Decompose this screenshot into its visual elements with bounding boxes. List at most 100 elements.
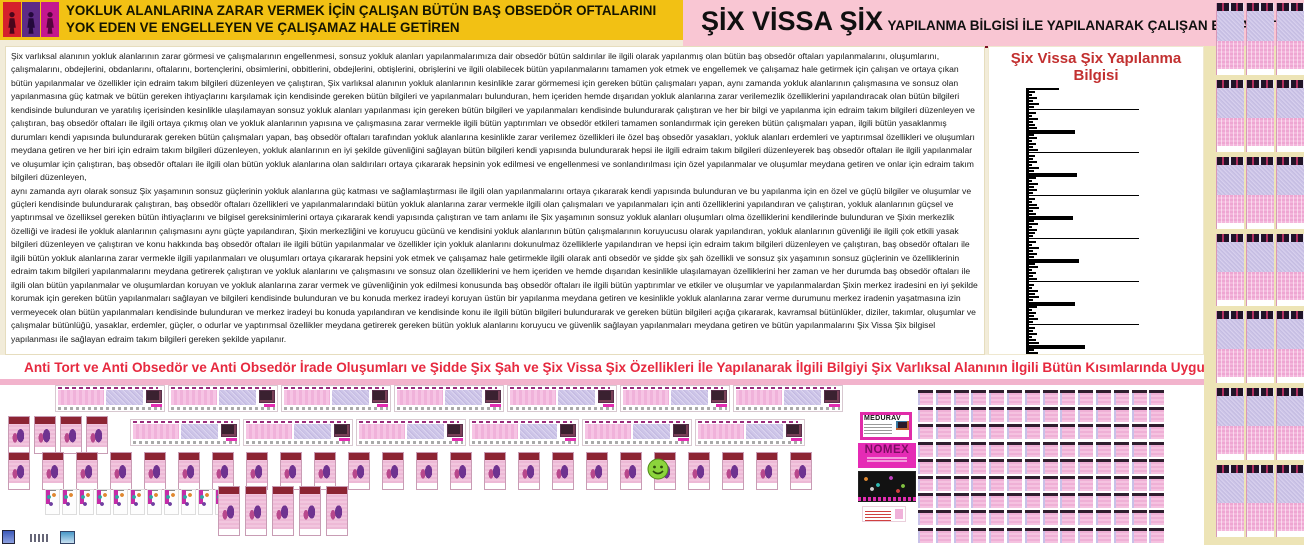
spine-bar	[1029, 309, 1032, 311]
spine-bar	[1029, 189, 1037, 191]
spine-bar	[1029, 204, 1037, 206]
spine-bar	[1029, 213, 1036, 215]
logo-figure-icon	[3, 2, 21, 37]
spine-bar	[1029, 284, 1034, 286]
spine-bar	[1029, 266, 1038, 268]
spine-bar	[1029, 238, 1139, 239]
bottom-banner: Anti Tort ve Anti Obsedör ve Anti Obsedö…	[0, 356, 1304, 380]
spine-bar	[1029, 250, 1033, 252]
spine-bar	[1029, 155, 1035, 157]
spine-bar	[1029, 91, 1035, 93]
spine-bar	[1029, 220, 1034, 222]
spine-bar	[1029, 170, 1034, 172]
spine-bar	[1029, 100, 1033, 102]
spine-bar	[1029, 173, 1077, 177]
spine-bar	[1029, 118, 1038, 120]
spine-bar	[1029, 146, 1033, 148]
spine-bar	[1029, 161, 1037, 163]
spine-bar	[1029, 158, 1033, 160]
spine-bar	[1029, 349, 1034, 351]
main-text-box: Şix varlıksal alanının yokluk alanlarını…	[5, 46, 985, 355]
spine-bar	[1029, 140, 1032, 142]
spine-bar	[1029, 235, 1033, 237]
spine-bar	[1029, 342, 1039, 344]
right-margin-strip	[1204, 46, 1304, 545]
spine-bar	[1029, 106, 1034, 108]
spine-bar	[1029, 180, 1032, 182]
spine-bar	[1029, 229, 1037, 231]
spine-bar	[1029, 293, 1035, 295]
spine-bar	[1029, 186, 1034, 188]
spine-bar	[1029, 103, 1039, 105]
spine-bar	[1029, 183, 1038, 185]
spine-bar	[1029, 241, 1036, 243]
spine-bar	[1029, 198, 1035, 200]
spine-bar	[1029, 352, 1038, 354]
spine-bar	[1029, 201, 1032, 203]
spine-bar	[1029, 259, 1079, 263]
spine-bar	[1029, 192, 1033, 194]
spine-bar	[1029, 330, 1033, 332]
brand-title: ŞİX VİSSA ŞİX YAPILANMA BİLGİSİ İLE YAPI…	[701, 6, 1304, 37]
spine-bar	[1029, 287, 1032, 289]
right-panel: Şix Vissa Şix Yapılanma Bilgisi	[988, 46, 1204, 355]
spine-bar	[1029, 115, 1032, 117]
spine-bar	[1029, 164, 1032, 166]
spine-bar	[1029, 247, 1039, 249]
spine-bar	[1029, 143, 1036, 145]
pink-divider	[0, 379, 1212, 385]
spine-bar	[1029, 177, 1036, 179]
spine-bar	[1029, 232, 1035, 234]
spine-bar	[1029, 112, 1036, 114]
header-title: YOKLUK ALANLARINA ZARAR VERMEK İÇİN ÇALI…	[66, 3, 657, 35]
bottom-banner-text: Anti Tort ve Anti Obsedör ve Anti Obsedö…	[24, 360, 1304, 375]
spine-bar	[1029, 253, 1037, 255]
body-paragraph: aynı zamanda ayrı olarak sonsuz Şix yaşa…	[11, 185, 978, 344]
spine-bar	[1029, 318, 1038, 320]
brand-title-small: YAPILANMA BİLGİSİ İLE YAPILANARAK ÇALIŞA…	[887, 18, 1304, 33]
spine-bar	[1029, 299, 1033, 301]
logo	[3, 2, 59, 37]
spine-bar	[1029, 167, 1039, 169]
panel-heading: Şix Vissa Şix Yapılanma Bilgisi	[1010, 50, 1182, 84]
brand-bar: ŞİX VİSSA ŞİX YAPILANMA BİLGİSİ İLE YAPI…	[683, 0, 1304, 48]
spine-bar	[1029, 210, 1033, 212]
spine-bar	[1029, 134, 1034, 136]
spine-bar	[1029, 278, 1037, 280]
spine-bar	[1029, 296, 1039, 298]
spine-bar	[1029, 315, 1034, 317]
spine-bar	[1029, 152, 1139, 153]
spine-bar	[1029, 97, 1037, 99]
spine-bar	[1029, 149, 1038, 151]
spine-bar	[1029, 306, 1037, 308]
spine-bar	[1029, 275, 1033, 277]
spine-bar	[1029, 339, 1036, 341]
spine-bar	[1029, 256, 1034, 258]
brand-title-big: ŞİX VİSSA ŞİX	[701, 6, 884, 36]
spine-bar	[1029, 333, 1037, 335]
spine-bar	[1029, 127, 1037, 129]
body-paragraph: Şix varlıksal alanının yokluk alanlarını…	[11, 51, 975, 183]
spine-bar	[1029, 223, 1038, 225]
logo-figure-icon	[22, 2, 40, 37]
spine-bar	[1029, 263, 1035, 265]
spine-bar	[1029, 290, 1038, 292]
spine-bar	[1029, 345, 1085, 349]
spine-bar	[1029, 281, 1139, 282]
spine-bar	[1029, 226, 1032, 228]
spine-bar	[1029, 137, 1037, 139]
spine-bar	[1029, 121, 1033, 123]
spine-bar	[1029, 327, 1035, 329]
spine-bar	[1029, 336, 1032, 338]
spine-bar	[1029, 124, 1035, 126]
spine-bar	[1029, 272, 1036, 274]
spine-chart	[1026, 88, 1203, 354]
spine-bar	[1029, 312, 1036, 314]
spine-bar	[1029, 195, 1139, 196]
spine-bar	[1029, 94, 1032, 96]
spine-bar	[1029, 88, 1059, 90]
spine-bar	[1029, 207, 1039, 209]
spine-bar	[1029, 109, 1139, 110]
spine-bar	[1029, 321, 1033, 323]
